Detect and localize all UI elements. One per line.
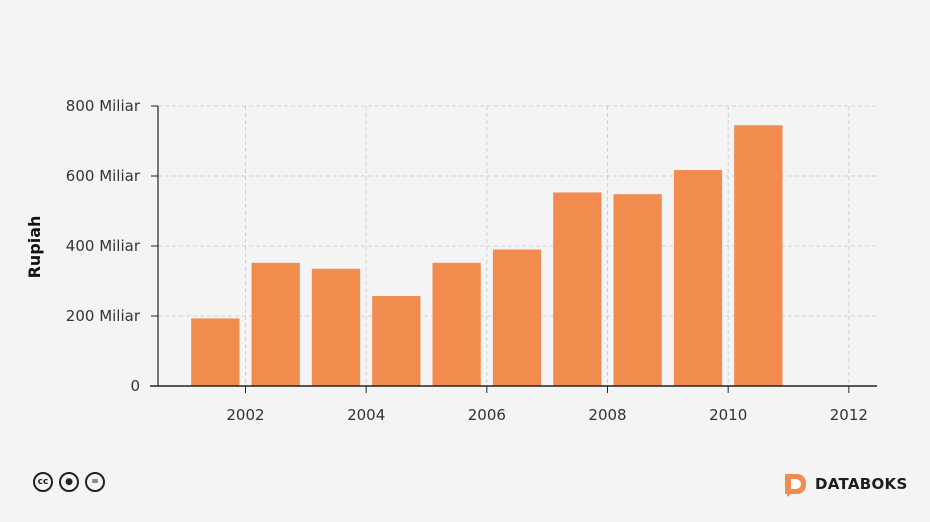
axes <box>150 105 877 393</box>
bars <box>191 125 783 387</box>
bar[interactable] <box>492 249 542 387</box>
bar[interactable] <box>311 268 361 386</box>
x-tick-label: 2004 <box>347 406 385 424</box>
x-tick-labels: 2002 2004 2006 2008 2010 2012 <box>226 406 868 424</box>
y-tick-label: 800 Miliar <box>66 97 141 115</box>
x-tick-label: 2008 <box>588 406 626 424</box>
by-attribution-icon[interactable]: ● <box>59 472 79 492</box>
bar[interactable] <box>432 262 481 386</box>
bar[interactable] <box>372 296 421 386</box>
bar[interactable] <box>613 194 662 386</box>
bar[interactable] <box>191 318 240 386</box>
bar[interactable] <box>673 170 723 386</box>
y-axis-label: Rupiah <box>25 216 44 279</box>
bar[interactable] <box>734 125 783 386</box>
x-tick-label: 2012 <box>830 406 868 424</box>
cc-icon[interactable]: cc <box>33 472 53 492</box>
bar-chart: 0 200 Miliar 400 Miliar 600 Miliar 800 Milia… <box>25 97 877 424</box>
bar[interactable] <box>251 262 300 386</box>
brand-logo[interactable]: DATABOKS <box>782 471 908 497</box>
bar[interactable] <box>553 192 602 386</box>
y-tick-label: 600 Miliar <box>66 167 141 185</box>
y-tick-label: 200 Miliar <box>66 307 141 325</box>
nd-equals-icon[interactable]: = <box>85 472 105 492</box>
y-tick-label: 400 Miliar <box>66 237 141 255</box>
databoks-logo-icon <box>785 474 806 497</box>
x-tick-label: 2002 <box>226 406 264 424</box>
y-tick-label: 0 <box>130 377 140 395</box>
brand-name: DATABOKS <box>815 475 908 493</box>
license-badges: cc ● = <box>33 472 105 492</box>
x-tick-label: 2010 <box>709 406 747 424</box>
y-tick-labels: 0 200 Miliar 400 Miliar 600 Miliar 800 Milia… <box>66 97 141 395</box>
x-tick-label: 2006 <box>468 406 506 424</box>
